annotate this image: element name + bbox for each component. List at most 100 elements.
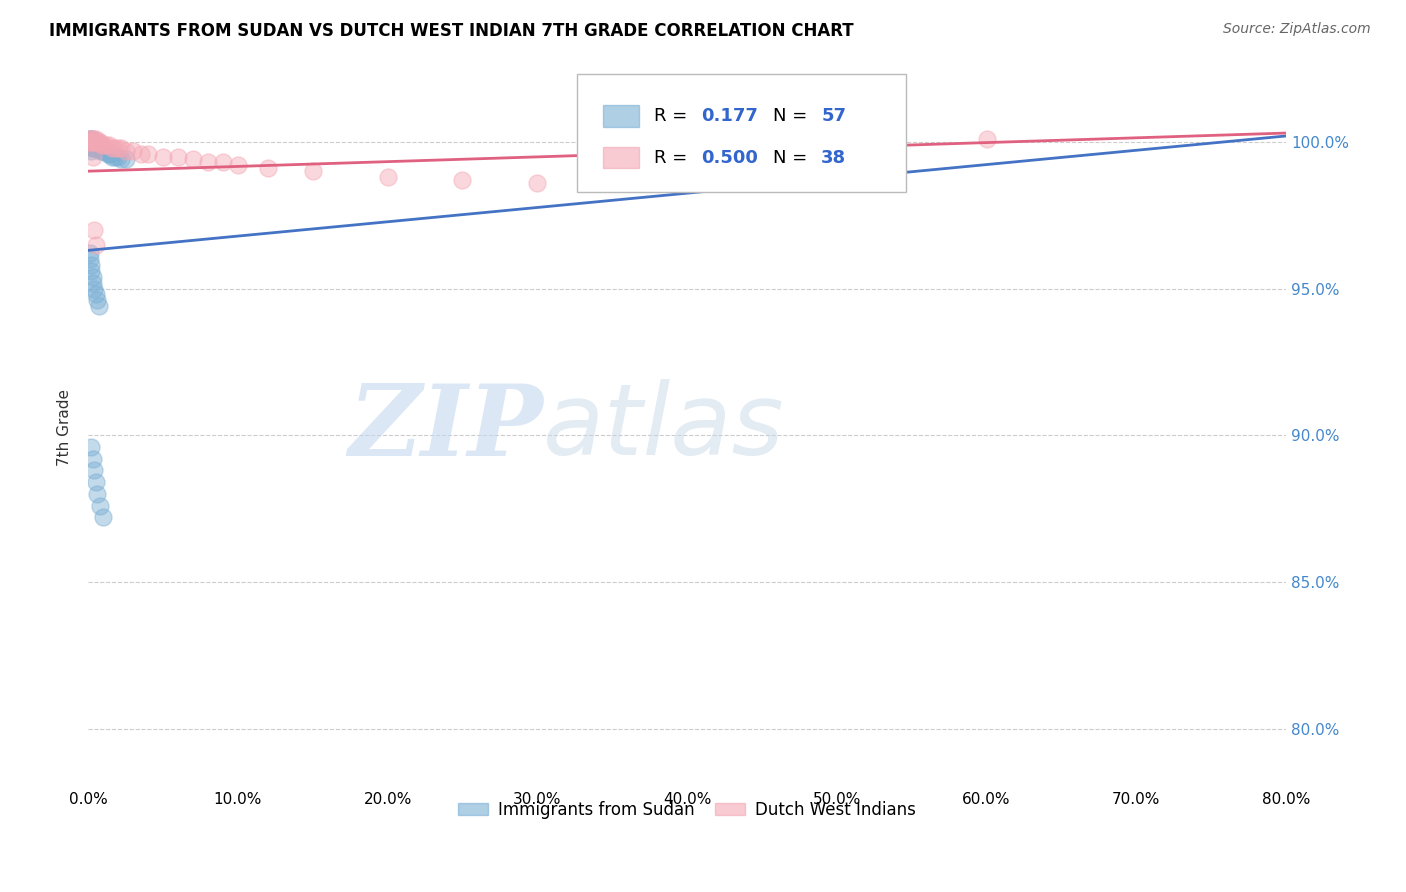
- Point: [84, 137, 107, 152]
- Point: [84, 135, 107, 149]
- Point: [256, 161, 278, 176]
- Point: [87, 299, 110, 313]
- Point: [90, 141, 112, 155]
- Point: [301, 164, 323, 178]
- Text: 57: 57: [821, 107, 846, 125]
- Point: [80, 135, 103, 149]
- Point: [91, 510, 114, 524]
- Point: [226, 158, 249, 172]
- Point: [80, 258, 103, 272]
- Point: [100, 146, 122, 161]
- Text: ZIP: ZIP: [349, 380, 543, 476]
- Point: [87, 141, 110, 155]
- Text: R =: R =: [654, 149, 693, 167]
- Text: R =: R =: [654, 107, 693, 125]
- Point: [82, 135, 104, 149]
- Point: [976, 132, 998, 146]
- Point: [91, 137, 114, 152]
- Point: [86, 487, 108, 501]
- Text: N =: N =: [773, 107, 813, 125]
- Point: [84, 475, 107, 489]
- Point: [79, 132, 101, 146]
- Point: [80, 141, 103, 155]
- Point: [97, 146, 120, 161]
- Point: [82, 137, 104, 152]
- Point: [114, 144, 136, 158]
- Point: [80, 132, 103, 146]
- Point: [526, 176, 548, 190]
- Point: [82, 141, 104, 155]
- Point: [79, 137, 101, 152]
- Point: [104, 149, 127, 163]
- Text: IMMIGRANTS FROM SUDAN VS DUTCH WEST INDIAN 7TH GRADE CORRELATION CHART: IMMIGRANTS FROM SUDAN VS DUTCH WEST INDI…: [49, 22, 853, 40]
- Point: [79, 132, 101, 146]
- Point: [91, 141, 114, 155]
- Point: [87, 137, 110, 152]
- Point: [84, 237, 107, 252]
- Point: [82, 451, 104, 466]
- Point: [83, 281, 105, 295]
- Text: 38: 38: [821, 149, 846, 167]
- Point: [82, 132, 104, 146]
- Point: [90, 137, 112, 152]
- Point: [212, 155, 235, 169]
- Point: [83, 223, 105, 237]
- Point: [98, 146, 121, 161]
- Point: [80, 132, 103, 146]
- Point: [93, 144, 115, 158]
- Point: [80, 137, 103, 152]
- FancyBboxPatch shape: [603, 105, 640, 127]
- Point: [82, 135, 104, 149]
- Point: [79, 246, 101, 260]
- Point: [83, 141, 105, 155]
- Point: [104, 141, 127, 155]
- Point: [79, 132, 101, 146]
- Point: [181, 153, 204, 167]
- Point: [86, 135, 108, 149]
- FancyBboxPatch shape: [603, 147, 640, 169]
- Point: [114, 153, 136, 167]
- Point: [89, 135, 111, 149]
- Point: [152, 149, 174, 163]
- Point: [377, 169, 399, 184]
- Point: [80, 135, 103, 149]
- Point: [89, 499, 111, 513]
- Point: [101, 149, 124, 163]
- Point: [82, 269, 104, 284]
- Point: [80, 144, 103, 158]
- Point: [107, 149, 129, 163]
- Point: [89, 141, 111, 155]
- FancyBboxPatch shape: [576, 73, 907, 192]
- Point: [87, 135, 110, 149]
- Legend: Immigrants from Sudan, Dutch West Indians: Immigrants from Sudan, Dutch West Indian…: [451, 794, 922, 826]
- Text: Source: ZipAtlas.com: Source: ZipAtlas.com: [1223, 22, 1371, 37]
- Point: [94, 144, 117, 158]
- Point: [83, 135, 105, 149]
- Point: [82, 149, 104, 163]
- Point: [80, 440, 103, 454]
- Point: [122, 144, 145, 158]
- Point: [83, 463, 105, 477]
- Point: [98, 137, 121, 152]
- Text: atlas: atlas: [543, 379, 785, 476]
- Point: [79, 135, 101, 149]
- Point: [86, 141, 108, 155]
- Point: [82, 132, 104, 146]
- Point: [83, 135, 105, 149]
- Point: [82, 276, 104, 290]
- Point: [80, 264, 103, 278]
- Point: [84, 287, 107, 301]
- Point: [86, 137, 108, 152]
- Point: [84, 141, 107, 155]
- Point: [89, 144, 111, 158]
- Point: [167, 149, 190, 163]
- Point: [107, 141, 129, 155]
- Point: [197, 155, 219, 169]
- Point: [79, 252, 101, 267]
- Point: [79, 135, 101, 149]
- Point: [136, 146, 159, 161]
- Point: [79, 135, 101, 149]
- Point: [84, 132, 107, 146]
- Point: [83, 137, 105, 152]
- Text: 0.177: 0.177: [702, 107, 758, 125]
